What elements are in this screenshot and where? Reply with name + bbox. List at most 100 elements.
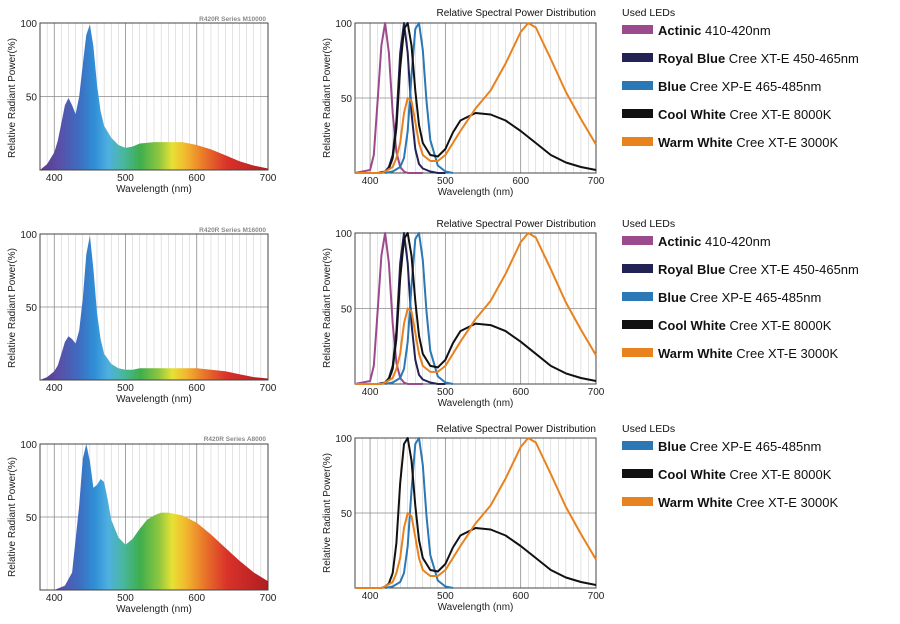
series-title: R420R Series M16000 [199,227,266,234]
series-title: R420R Series A8000 [204,436,267,443]
y-tick-label: 100 [335,229,352,240]
x-tick-label: 500 [117,593,134,604]
legend-led-name: Cool White [658,318,726,333]
x-tick-label: 700 [260,173,277,184]
spectrum-chart-3: 400 500 600 700 50 100 Wavelength (nm) Relative… [7,436,277,615]
legend-swatch-actinic [622,25,653,34]
series-line-actinic [354,22,423,174]
y-tick-label: 50 [341,509,353,520]
y-tick-label: 100 [20,19,37,30]
legend-led-name: Warm White [658,495,733,510]
legend-led-name: Warm White [658,346,733,361]
legend-led-desc: Cree XT-E 8000K [726,318,832,333]
legend-led-desc: Cree XP-E 465-485nm [686,290,821,305]
x-tick-label: 400 [46,383,63,394]
legend-swatch-cool-white [622,320,653,329]
x-axis-label: Wavelength (nm) [116,604,192,615]
legend-led-name: Blue [658,290,686,305]
spectrum-area [40,235,268,380]
x-tick-label: 700 [588,591,605,602]
x-axis-label: Wavelength (nm) [116,184,192,195]
legend-led-name: Actinic [658,234,701,249]
legend-led-desc: Cree XP-E 465-485nm [686,439,821,454]
spectrum-area [40,24,268,170]
y-tick-label: 50 [341,94,353,105]
spd-chart-1: 400 500 600 700 50 100 Wavelength (nm) Relative… [322,8,605,198]
legend-led-name: Cool White [658,467,726,482]
x-tick-label: 400 [362,176,379,187]
legend-swatch-warm-white [622,497,653,506]
x-tick-label: 400 [46,173,63,184]
legend-led-desc: Cree XT-E 450-465nm [725,262,859,277]
legend-led-desc: Cree XP-E 465-485nm [686,79,821,94]
legend-led-desc: Cree XT-E 3000K [733,346,839,361]
series-title: R420R Series M10000 [199,16,266,23]
legend-label-blue: Blue Cree XP-E 465-485nm [658,79,821,94]
series-line-warm-white [355,22,597,174]
legend-led-desc: Cree XT-E 450-465nm [725,51,859,66]
x-tick-label: 400 [362,591,379,602]
legend-heading: Used LEDs [622,218,675,230]
series-line-cool-white [355,232,597,385]
plot-frame-top [39,233,269,381]
series-line-cool-white [355,437,597,589]
y-tick-label: 100 [20,440,37,451]
x-tick-label: 600 [188,593,205,604]
legend-led-desc: 410-420nm [701,23,770,38]
x-tick-label: 400 [46,593,63,604]
legend-led-desc: Cree XT-E 3000K [733,495,839,510]
legend-label-cool-white: Cool White Cree XT-E 8000K [658,107,832,122]
legend-1: Used LEDs Actinic 410-420nm Royal Blue Cre… [622,7,859,150]
x-tick-label: 500 [437,591,454,602]
legend-swatch-royal-blue [622,53,653,62]
x-tick-label: 500 [117,383,134,394]
spectrum-area [40,444,268,590]
x-tick-label: 700 [260,593,277,604]
chart-title: Relative Spectral Power Distribution [436,424,596,435]
legend-led-desc: Cree XT-E 8000K [726,107,832,122]
x-tick-label: 400 [362,387,379,398]
x-tick-label: 700 [588,387,605,398]
x-axis-label: Wavelength (nm) [116,394,192,405]
legend-swatch-actinic [622,236,653,245]
legend-led-name: Royal Blue [658,262,725,277]
legend-swatch-blue [622,441,653,450]
plot-frame-top [39,443,269,591]
series-line-warm-white [355,437,597,589]
legend-led-name: Cool White [658,107,726,122]
legend-led-desc: Cree XT-E 8000K [726,467,832,482]
legend-led-name: Warm White [658,135,733,150]
legend-led-desc: Cree XT-E 3000K [733,135,839,150]
legend-led-name: Blue [658,439,686,454]
legend-label-royal-blue: Royal Blue Cree XT-E 450-465nm [658,262,859,277]
y-axis-label: Relative Radiant Power(%) [7,457,18,577]
legend-swatch-blue [622,292,653,301]
legend-label-warm-white: Warm White Cree XT-E 3000K [658,135,838,150]
x-axis-label: Wavelength (nm) [438,602,514,613]
legend-led-desc: 410-420nm [701,234,770,249]
x-tick-label: 600 [512,387,529,398]
spectrum-chart-1: 400 500 600 700 50 100 Wavelength (nm) Relative… [7,16,277,195]
legend-label-royal-blue: Royal Blue Cree XT-E 450-465nm [658,51,859,66]
x-axis-label: Wavelength (nm) [438,187,514,198]
y-tick-label: 100 [335,434,352,445]
x-tick-label: 600 [512,591,529,602]
legend-label-warm-white: Warm White Cree XT-E 3000K [658,495,838,510]
legend-heading: Used LEDs [622,423,675,435]
x-tick-label: 600 [512,176,529,187]
plot-frame [354,232,597,385]
y-axis-label: Relative Radiant Power(%) [7,38,18,158]
y-axis-label: Relative Radiant Power(%) [322,453,333,573]
x-tick-label: 500 [437,387,454,398]
legend-swatch-warm-white [622,348,653,357]
plot-frame-top [39,22,269,171]
y-tick-label: 100 [335,19,352,30]
legend-swatch-royal-blue [622,264,653,273]
x-tick-label: 700 [260,383,277,394]
x-tick-label: 500 [117,173,134,184]
y-axis-label: Relative Radiant Power(%) [322,248,333,368]
legend-led-name: Actinic [658,23,701,38]
spd-chart-2: 400 500 600 700 50 100 Wavelength (nm) Relative… [322,219,605,409]
spectrum-chart-2: 400 500 600 700 50 100 Wavelength (nm) Relative… [7,227,277,405]
